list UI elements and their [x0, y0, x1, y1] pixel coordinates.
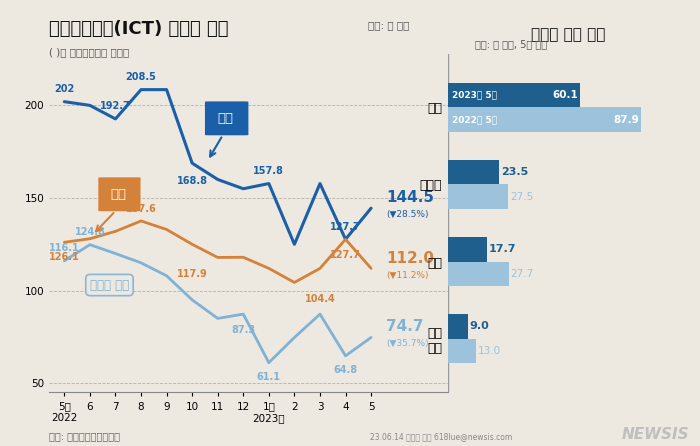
Text: 124.8: 124.8 [74, 227, 105, 237]
Text: 단위: 억 달러, 5월 기준: 단위: 억 달러, 5월 기준 [475, 39, 547, 49]
Bar [448, 237, 486, 261]
Bar [448, 339, 477, 363]
Text: 13.0: 13.0 [478, 346, 501, 356]
Text: (▼28.5%): (▼28.5%) [386, 210, 429, 219]
Text: 192.7: 192.7 [100, 102, 131, 112]
Text: 단위: 억 달러: 단위: 억 달러 [368, 20, 409, 30]
Text: (▼35.7%): (▼35.7%) [386, 339, 429, 348]
Text: 127.7: 127.7 [330, 222, 361, 232]
Text: 127.7: 127.7 [330, 250, 361, 260]
Bar [448, 185, 508, 209]
Bar [448, 314, 468, 339]
Text: 168.8: 168.8 [176, 176, 208, 186]
Text: 반도체 수출: 반도체 수출 [90, 279, 129, 292]
Text: 74.7: 74.7 [386, 319, 424, 334]
Text: 자료: 과학기술정보통신부: 자료: 과학기술정보통신부 [49, 432, 120, 442]
Text: 2022년 5월: 2022년 5월 [452, 115, 497, 124]
Text: 112.0: 112.0 [386, 251, 435, 266]
Bar [448, 83, 580, 107]
Text: 117.9: 117.9 [177, 268, 207, 279]
Text: 61.1: 61.1 [257, 372, 281, 382]
Text: 144.5: 144.5 [386, 190, 435, 205]
Bar [448, 261, 509, 286]
Text: 137.6: 137.6 [126, 203, 156, 214]
Text: 27.7: 27.7 [510, 269, 533, 279]
Text: 60.1: 60.1 [552, 90, 578, 100]
Text: 87.3: 87.3 [231, 325, 255, 335]
Text: 23.5: 23.5 [501, 167, 528, 177]
Text: (▼11.2%): (▼11.2%) [386, 271, 429, 280]
Text: 17.7: 17.7 [489, 244, 516, 254]
Text: 9.0: 9.0 [469, 321, 489, 331]
FancyBboxPatch shape [205, 101, 248, 135]
Text: 수출: 수출 [218, 112, 233, 125]
Text: 202: 202 [54, 84, 74, 94]
Text: 23.06.14 전진우 기자 618lue@newsis.com: 23.06.14 전진우 기자 618lue@newsis.com [370, 433, 512, 442]
Text: 수입: 수입 [110, 188, 126, 201]
Text: 126.1: 126.1 [49, 252, 80, 261]
Text: 116.1: 116.1 [49, 244, 80, 253]
FancyBboxPatch shape [98, 178, 141, 211]
Text: 157.8: 157.8 [253, 166, 284, 176]
Text: 87.9: 87.9 [613, 115, 638, 125]
Bar [448, 160, 499, 185]
Text: 104.4: 104.4 [304, 293, 335, 304]
Text: ( )는 전년동월대비 증감률: ( )는 전년동월대비 증감률 [49, 47, 130, 57]
Text: 정보통신기술(ICT) 수출입 추이: 정보통신기술(ICT) 수출입 추이 [49, 20, 228, 38]
Text: 208.5: 208.5 [125, 72, 157, 82]
Text: 2023년 5월: 2023년 5월 [452, 91, 497, 99]
Text: NEWSIS: NEWSIS [622, 426, 690, 442]
Text: 27.5: 27.5 [510, 192, 533, 202]
Title: 지역별 수출 실적: 지역별 수출 실적 [531, 28, 606, 43]
Bar [448, 107, 641, 132]
Text: 64.8: 64.8 [333, 365, 358, 375]
